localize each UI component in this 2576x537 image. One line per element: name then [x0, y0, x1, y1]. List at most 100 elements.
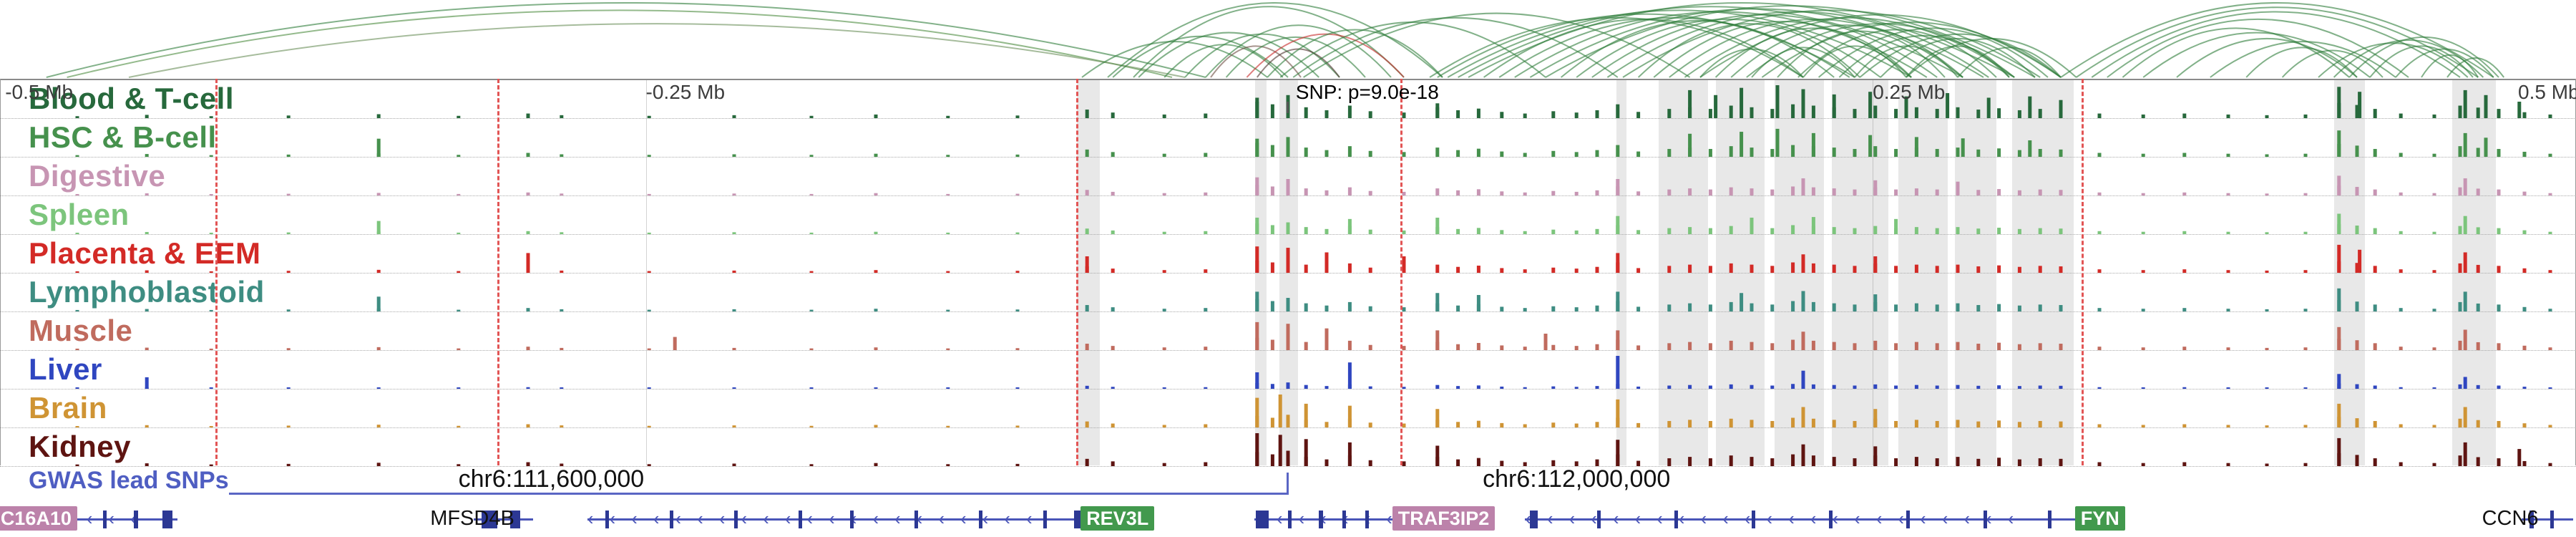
interaction-arc [1714, 27, 1912, 78]
exon-box [979, 511, 983, 528]
exon-box [1752, 511, 1756, 528]
highlight-region [1898, 79, 1948, 465]
gene-name-box[interactable]: FYN [2074, 506, 2125, 531]
exon-box [850, 511, 854, 528]
ruler-gridline [645, 79, 647, 465]
interaction-arc [1133, 6, 1405, 78]
interaction-arc [46, 2, 1206, 78]
track-label-lymphoblastoid: Lymphoblastoid [29, 275, 265, 309]
gene-name-box[interactable]: REV3L [1080, 506, 1155, 531]
interaction-arc [1107, 2, 1443, 78]
signal-plot-brain [75, 395, 2552, 427]
track-placenta-eem[interactable]: Placenta & EEM [0, 235, 2576, 274]
interaction-arc [1303, 12, 1691, 78]
track-digestive[interactable]: Digestive [0, 158, 2576, 196]
exon-box [2529, 511, 2534, 528]
interaction-arc [1267, 29, 1443, 78]
interaction-arc [2245, 47, 2358, 78]
exon-box [1674, 511, 1679, 528]
track-label-muscle: Muscle [29, 314, 133, 347]
interaction-arc [2421, 54, 2479, 78]
track-label-liver: Liver [29, 352, 102, 386]
interaction-arc [2281, 49, 2384, 78]
interaction-arc [2076, 6, 2479, 78]
signal-plot-liver [75, 356, 2552, 389]
track-liver[interactable]: Liver [0, 351, 2576, 390]
gene-body-line [474, 518, 534, 521]
gene-annotation-track[interactable]: ‹‹‹‹‹ C16A10 MFSD4B ‹‹‹‹‹‹‹‹‹‹‹‹‹‹‹‹‹‹‹‹‹ RE… [0, 501, 2576, 537]
track-brain[interactable]: Brain [0, 390, 2576, 428]
exon-box [1256, 511, 1269, 528]
strand-arrows: ‹‹‹‹‹‹‹‹‹‹‹‹‹‹‹‹‹‹‹‹‹‹‹ [1525, 508, 2030, 529]
track-label-spleen: Spleen [29, 198, 130, 231]
signal-plot-spleen [75, 213, 2552, 234]
strand-arrows: ‹‹‹‹‹‹‹‹ [1254, 505, 1463, 531]
ruler-label: -0.5 Mb [5, 81, 74, 103]
gene-name-box[interactable]: TRAF3IP2 [1392, 506, 1496, 531]
gwas-connector-line [229, 493, 1287, 495]
interaction-arc [1591, 14, 1938, 78]
gene-body-line [42, 518, 178, 521]
gwas-track-label[interactable]: GWAS lead SNPs [29, 467, 229, 494]
interaction-arc [1957, 47, 2062, 78]
exon-box [2048, 511, 2052, 528]
interaction-arc [1622, 9, 2041, 78]
track-blood-t-cell[interactable]: Blood & T-cell [0, 80, 2576, 119]
exon-box [799, 511, 803, 528]
interaction-arc [1184, 33, 1340, 78]
interaction-arc [1225, 37, 1366, 78]
exon-box [509, 511, 521, 528]
track-spleen[interactable]: Spleen [0, 196, 2576, 235]
interaction-arc [1246, 33, 1405, 78]
interaction-arc [1797, 29, 1997, 78]
exon-box [1984, 511, 1988, 528]
lead-snp-tick [1287, 473, 1289, 495]
interaction-arc [2348, 37, 2499, 78]
exon-box [1074, 511, 1082, 528]
track-label-kidney: Kidney [29, 430, 132, 463]
exon-box [1365, 511, 1370, 528]
exon-box [1319, 511, 1323, 528]
interaction-arc [1777, 30, 1946, 78]
frame-border [0, 79, 1, 465]
interaction-arc [2142, 32, 2371, 78]
exon-box [1906, 511, 1911, 528]
interaction-arc [1447, 9, 1912, 78]
interaction-arc [1761, 21, 2062, 78]
strand-arrows: ‹‹‹‹‹‹‹‹‹‹‹‹‹‹‹‹‹‹‹‹‹ [587, 508, 1048, 529]
snp-pvalue-label: SNP: p=9.0e-18 [1295, 81, 1439, 103]
track-hsc-b-cell[interactable]: HSC & B-cell [0, 119, 2576, 158]
track-kidney[interactable]: Kidney [0, 428, 2576, 467]
interaction-arcs-track[interactable] [0, 0, 2576, 79]
interaction-arc [2176, 37, 2358, 78]
coordinate-label: chr6:112,000,000 [1483, 465, 1671, 493]
track-lymphoblastoid[interactable]: Lymphoblastoid [0, 274, 2576, 312]
interaction-arc [2318, 42, 2469, 78]
interaction-arc [2395, 48, 2494, 78]
interaction-arc [2060, 2, 2494, 78]
interaction-arc [128, 23, 1186, 78]
signal-plot-hsc-b-cell [75, 128, 2552, 157]
track-label-hsc-b-cell: HSC & B-cell [29, 120, 217, 154]
gene-body-line [587, 518, 1108, 521]
interaction-arc [2091, 11, 2461, 78]
track-muscle[interactable]: Muscle [0, 312, 2576, 351]
interaction-arc [1880, 38, 2036, 78]
snp-position-tick [1287, 102, 1289, 113]
interaction-arc [1292, 16, 1619, 78]
gene-body-line [1525, 518, 2107, 521]
exon-box [1342, 511, 1346, 528]
exon-box [670, 511, 674, 528]
exon-box [1597, 511, 1601, 528]
gene-name-box[interactable]: C16A10 [0, 506, 77, 531]
coordinate-label: chr6:111,600,000 [458, 465, 645, 493]
track-label-brain: Brain [29, 391, 107, 425]
interaction-arc [1163, 44, 1284, 78]
exon-box [1829, 511, 1833, 528]
track-label-digestive: Digestive [29, 159, 166, 193]
interaction-arc [1906, 45, 2010, 78]
ruler-label: 0.25 Mb [1873, 81, 1946, 103]
exon-box [605, 511, 610, 528]
signal-plot-lymphoblastoid [75, 288, 2552, 311]
